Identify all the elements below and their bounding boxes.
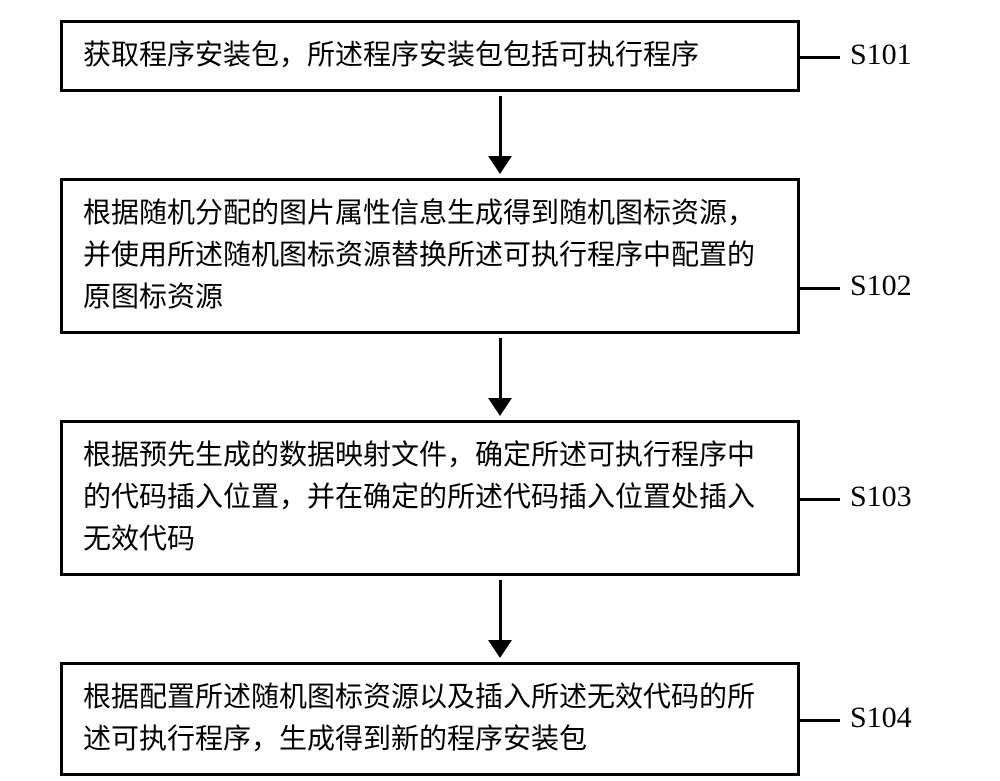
connector-line <box>800 287 840 290</box>
arrow-head-icon <box>488 640 512 658</box>
flowchart-step: 根据预先生成的数据映射文件，确定所述可执行程序中的代码插入位置，并在确定的所述代… <box>60 420 940 576</box>
step-label: S104 <box>850 701 912 735</box>
flowchart-step: 获取程序安装包，所述程序安装包包括可执行程序 S101 <box>60 20 940 92</box>
arrow-head-icon <box>488 398 512 416</box>
step-text: 根据配置所述随机图标资源以及插入所述无效代码的所述可执行程序，生成得到新的程序安… <box>83 677 777 761</box>
step-label: S102 <box>850 269 912 303</box>
arrow-down-icon <box>130 338 870 416</box>
step-box-s101: 获取程序安装包，所述程序安装包包括可执行程序 <box>60 20 800 92</box>
arrow-head-icon <box>488 156 512 174</box>
arrow-shaft <box>499 338 502 398</box>
connector-line <box>800 719 840 722</box>
arrow-down-icon <box>130 96 870 174</box>
flowchart-container: 获取程序安装包，所述程序安装包包括可执行程序 S101 根据随机分配的图片属性信… <box>60 20 940 776</box>
step-label: S103 <box>850 480 912 514</box>
connector-line <box>800 498 840 501</box>
step-label-wrap: S104 <box>800 662 940 776</box>
arrow-shaft <box>499 580 502 640</box>
step-box-s103: 根据预先生成的数据映射文件，确定所述可执行程序中的代码插入位置，并在确定的所述代… <box>60 420 800 576</box>
step-label: S101 <box>850 38 912 72</box>
step-label-wrap: S103 <box>800 420 940 576</box>
step-box-s102: 根据随机分配的图片属性信息生成得到随机图标资源，并使用所述随机图标资源替换所述可… <box>60 178 800 334</box>
arrow-down-icon <box>130 580 870 658</box>
step-label-wrap: S101 <box>800 20 940 92</box>
step-text: 获取程序安装包，所述程序安装包包括可执行程序 <box>83 35 777 77</box>
flowchart-step: 根据配置所述随机图标资源以及插入所述无效代码的所述可执行程序，生成得到新的程序安… <box>60 662 940 776</box>
step-label-wrap: S102 <box>800 178 940 334</box>
arrow-shaft <box>499 96 502 156</box>
flowchart-step: 根据随机分配的图片属性信息生成得到随机图标资源，并使用所述随机图标资源替换所述可… <box>60 178 940 334</box>
step-text: 根据随机分配的图片属性信息生成得到随机图标资源，并使用所述随机图标资源替换所述可… <box>83 193 777 319</box>
step-text: 根据预先生成的数据映射文件，确定所述可执行程序中的代码插入位置，并在确定的所述代… <box>83 435 777 561</box>
step-box-s104: 根据配置所述随机图标资源以及插入所述无效代码的所述可执行程序，生成得到新的程序安… <box>60 662 800 776</box>
connector-line <box>800 56 840 59</box>
